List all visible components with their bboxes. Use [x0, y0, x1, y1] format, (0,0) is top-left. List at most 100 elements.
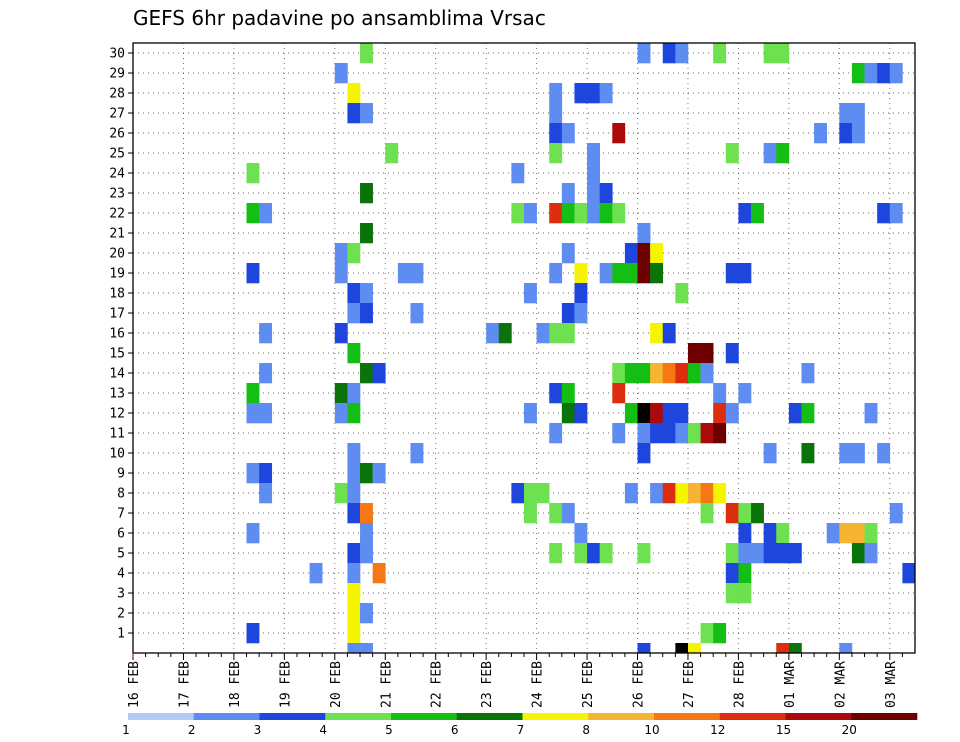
x-tick-label: 23 FEB [480, 661, 495, 708]
heatmap-cell [675, 283, 689, 304]
heatmap-cell [650, 323, 664, 344]
colorbar-swatch [391, 713, 458, 720]
heatmap-cell [347, 83, 361, 104]
y-tick-label: 2 [117, 607, 125, 622]
heatmap-cell [360, 543, 373, 564]
y-tick-label: 8 [117, 487, 125, 502]
heatmap-cell [675, 403, 689, 424]
x-tick-label: 22 FEB [430, 661, 445, 708]
heatmap-cell [864, 543, 878, 564]
heatmap-cell [650, 483, 664, 504]
heatmap-cell [524, 403, 537, 424]
y-tick-label: 7 [117, 507, 125, 522]
y-tick-label: 18 [109, 287, 125, 302]
heatmap-cell [410, 263, 424, 284]
heatmap-cell [776, 143, 790, 164]
y-tick-label: 21 [109, 227, 125, 242]
heatmap-cell [574, 543, 588, 564]
heatmap-cell [725, 263, 739, 284]
y-tick-label: 24 [109, 167, 125, 182]
y-tick-label: 11 [109, 427, 125, 442]
heatmap-cell [851, 543, 865, 564]
heatmap-cell [410, 443, 424, 464]
heatmap-cell [687, 643, 701, 654]
heatmap-cell [889, 63, 903, 84]
heatmap-cell [347, 243, 361, 264]
heatmap-cell [587, 183, 600, 204]
heatmap-cell [246, 203, 260, 224]
heatmap-cell [347, 603, 361, 624]
heatmap-cell [347, 403, 361, 424]
heatmap-cell [864, 523, 878, 544]
y-tick-label: 19 [109, 267, 125, 282]
heatmap-cell [536, 323, 550, 344]
heatmap-cell [347, 483, 361, 504]
heatmap-cell [524, 483, 537, 504]
heatmap-cell [687, 363, 701, 384]
colorbar-label: 8 [582, 723, 590, 737]
y-tick-label: 12 [109, 407, 125, 422]
y-tick-label: 30 [109, 47, 125, 62]
heatmap-cell [662, 483, 676, 504]
heatmap-cell [334, 403, 348, 424]
heatmap-cell [360, 103, 373, 124]
heatmap-cell [246, 403, 260, 424]
heatmap-cell [549, 323, 563, 344]
heatmap-cell [662, 403, 676, 424]
x-tick-label: 17 FEB [177, 661, 192, 708]
heatmap-cell [725, 503, 739, 524]
y-tick-label: 16 [109, 327, 125, 342]
heatmap-cell [410, 303, 424, 324]
heatmap-cell [334, 263, 348, 284]
heatmap-cell [738, 543, 752, 564]
heatmap-cell [738, 563, 752, 584]
heatmap-cell [612, 203, 626, 224]
heatmap-cell [725, 143, 739, 164]
heatmap-cell [675, 643, 689, 654]
heatmap-cell [675, 483, 689, 504]
heatmap-cell [309, 563, 323, 584]
heatmap-cell [877, 63, 891, 84]
heatmap-cell [624, 363, 638, 384]
heatmap-cell [599, 183, 613, 204]
y-tick-label: 27 [109, 107, 125, 122]
heatmap-cell [347, 643, 361, 654]
heatmap-cell [587, 163, 600, 184]
heatmap-cell [360, 523, 373, 544]
chart-title: GEFS 6hr padavine po ansamblima Vrsac [133, 6, 546, 30]
heatmap-cell [851, 523, 865, 544]
heatmap-cell [612, 263, 626, 284]
y-tick-label: 20 [109, 247, 125, 262]
x-tick-label: 03 MAR [884, 661, 899, 708]
heatmap-cell [814, 123, 828, 144]
heatmap-cell [839, 643, 853, 654]
heatmap-cell [839, 103, 853, 124]
heatmap-cell [675, 363, 689, 384]
colorbar-label: 10 [644, 723, 659, 737]
heatmap-cell [574, 263, 588, 284]
heatmap-cell [549, 203, 563, 224]
heatmap-cell [662, 423, 676, 444]
heatmap-cell [763, 523, 777, 544]
heatmap-cell [246, 463, 260, 484]
heatmap-cell [360, 283, 373, 304]
heatmap-cell [650, 403, 664, 424]
heatmap-cell [549, 123, 563, 144]
x-tick-label: 02 MAR [833, 661, 848, 708]
heatmap-cell [587, 203, 600, 224]
heatmap-cell [902, 563, 916, 584]
heatmap-cell [334, 483, 348, 504]
heatmap-cell [877, 443, 891, 464]
heatmap-cell [725, 583, 739, 604]
heatmap-cell [524, 203, 537, 224]
y-axis: 1234567891011121314151617181920212223242… [109, 47, 133, 642]
y-tick-label: 14 [109, 367, 125, 382]
heatmap-cell [347, 623, 361, 644]
x-tick-label: 19 FEB [278, 661, 293, 708]
heatmap-cell [738, 523, 752, 544]
x-tick-label: 16 FEB [127, 661, 142, 708]
heatmap-cell [246, 263, 260, 284]
heatmap-cell [561, 203, 575, 224]
heatmap-cell [637, 543, 651, 564]
heatmap-cell [549, 383, 563, 404]
